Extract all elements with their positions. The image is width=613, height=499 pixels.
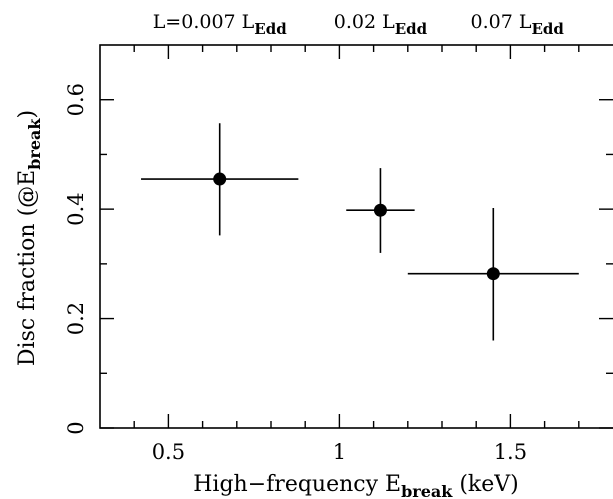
axis-ticks	[100, 45, 613, 429]
x-tick-labels: 0.5 1 1.5	[152, 440, 527, 464]
luminosity-label-1: 0.02 LEdd	[334, 11, 428, 38]
x-axis-label: High−frequency Ebreak (keV)	[193, 472, 519, 499]
y-tick-labels: 0 0.2 0.4 0.6	[64, 83, 88, 435]
luminosity-label-2: 0.07 LEdd	[471, 11, 565, 38]
data-point-2	[407, 208, 579, 341]
y-tick-label: 0.6	[64, 83, 88, 116]
x-tick-label: 1.5	[494, 440, 527, 464]
point-marker	[213, 172, 227, 186]
luminosity-label-0: L=0.007 LEdd	[153, 11, 288, 38]
x-tick-label: 0.5	[152, 440, 185, 464]
y-tick-label: 0.2	[64, 302, 88, 335]
data-point-0	[141, 123, 299, 236]
y-tick-label: 0	[64, 421, 88, 434]
luminosity-annotations: L=0.007 LEdd 0.02 LEdd 0.07 LEdd	[153, 11, 565, 38]
plot-frame	[99, 44, 613, 429]
point-marker	[373, 203, 387, 217]
y-axis-label: Disc fraction (@Ebreak)	[15, 110, 44, 366]
y-tick-label: 0.4	[64, 192, 88, 225]
data-point-1	[346, 168, 415, 253]
data-points	[141, 123, 579, 341]
x-tick-label: 1	[333, 440, 346, 464]
point-marker	[486, 267, 500, 281]
